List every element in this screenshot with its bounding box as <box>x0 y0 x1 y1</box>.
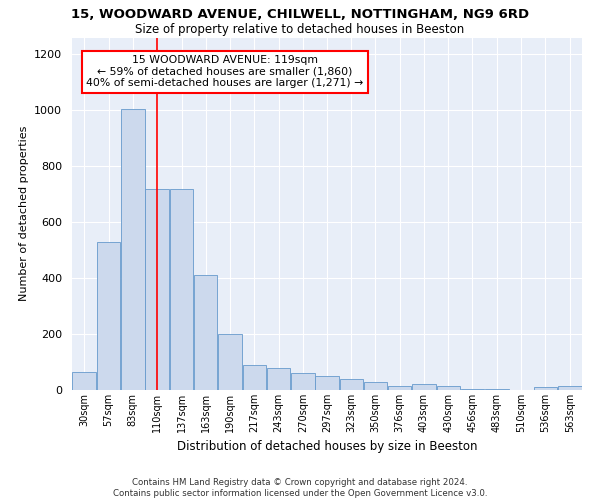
Bar <box>316 376 339 390</box>
Bar <box>291 373 315 390</box>
X-axis label: Distribution of detached houses by size in Beeston: Distribution of detached houses by size … <box>177 440 477 454</box>
Text: 15, WOODWARD AVENUE, CHILWELL, NOTTINGHAM, NG9 6RD: 15, WOODWARD AVENUE, CHILWELL, NOTTINGHA… <box>71 8 529 20</box>
Bar <box>218 334 242 390</box>
Bar <box>340 379 363 390</box>
Text: Contains HM Land Registry data © Crown copyright and database right 2024.
Contai: Contains HM Land Registry data © Crown c… <box>113 478 487 498</box>
Bar <box>412 384 436 390</box>
Bar <box>266 368 290 390</box>
Bar <box>461 388 484 390</box>
Text: Size of property relative to detached houses in Beeston: Size of property relative to detached ho… <box>136 22 464 36</box>
Bar <box>121 109 145 390</box>
Bar <box>97 242 121 390</box>
Bar <box>557 386 582 390</box>
Text: 15 WOODWARD AVENUE: 119sqm
← 59% of detached houses are smaller (1,860)
40% of s: 15 WOODWARD AVENUE: 119sqm ← 59% of deta… <box>86 55 364 88</box>
Y-axis label: Number of detached properties: Number of detached properties <box>19 126 29 302</box>
Bar <box>485 388 509 390</box>
Bar <box>145 188 169 390</box>
Bar <box>242 365 266 390</box>
Bar <box>533 387 557 390</box>
Bar <box>170 188 193 390</box>
Bar <box>72 372 97 390</box>
Bar <box>388 386 412 390</box>
Bar <box>364 382 388 390</box>
Bar <box>194 276 217 390</box>
Bar <box>437 386 460 390</box>
